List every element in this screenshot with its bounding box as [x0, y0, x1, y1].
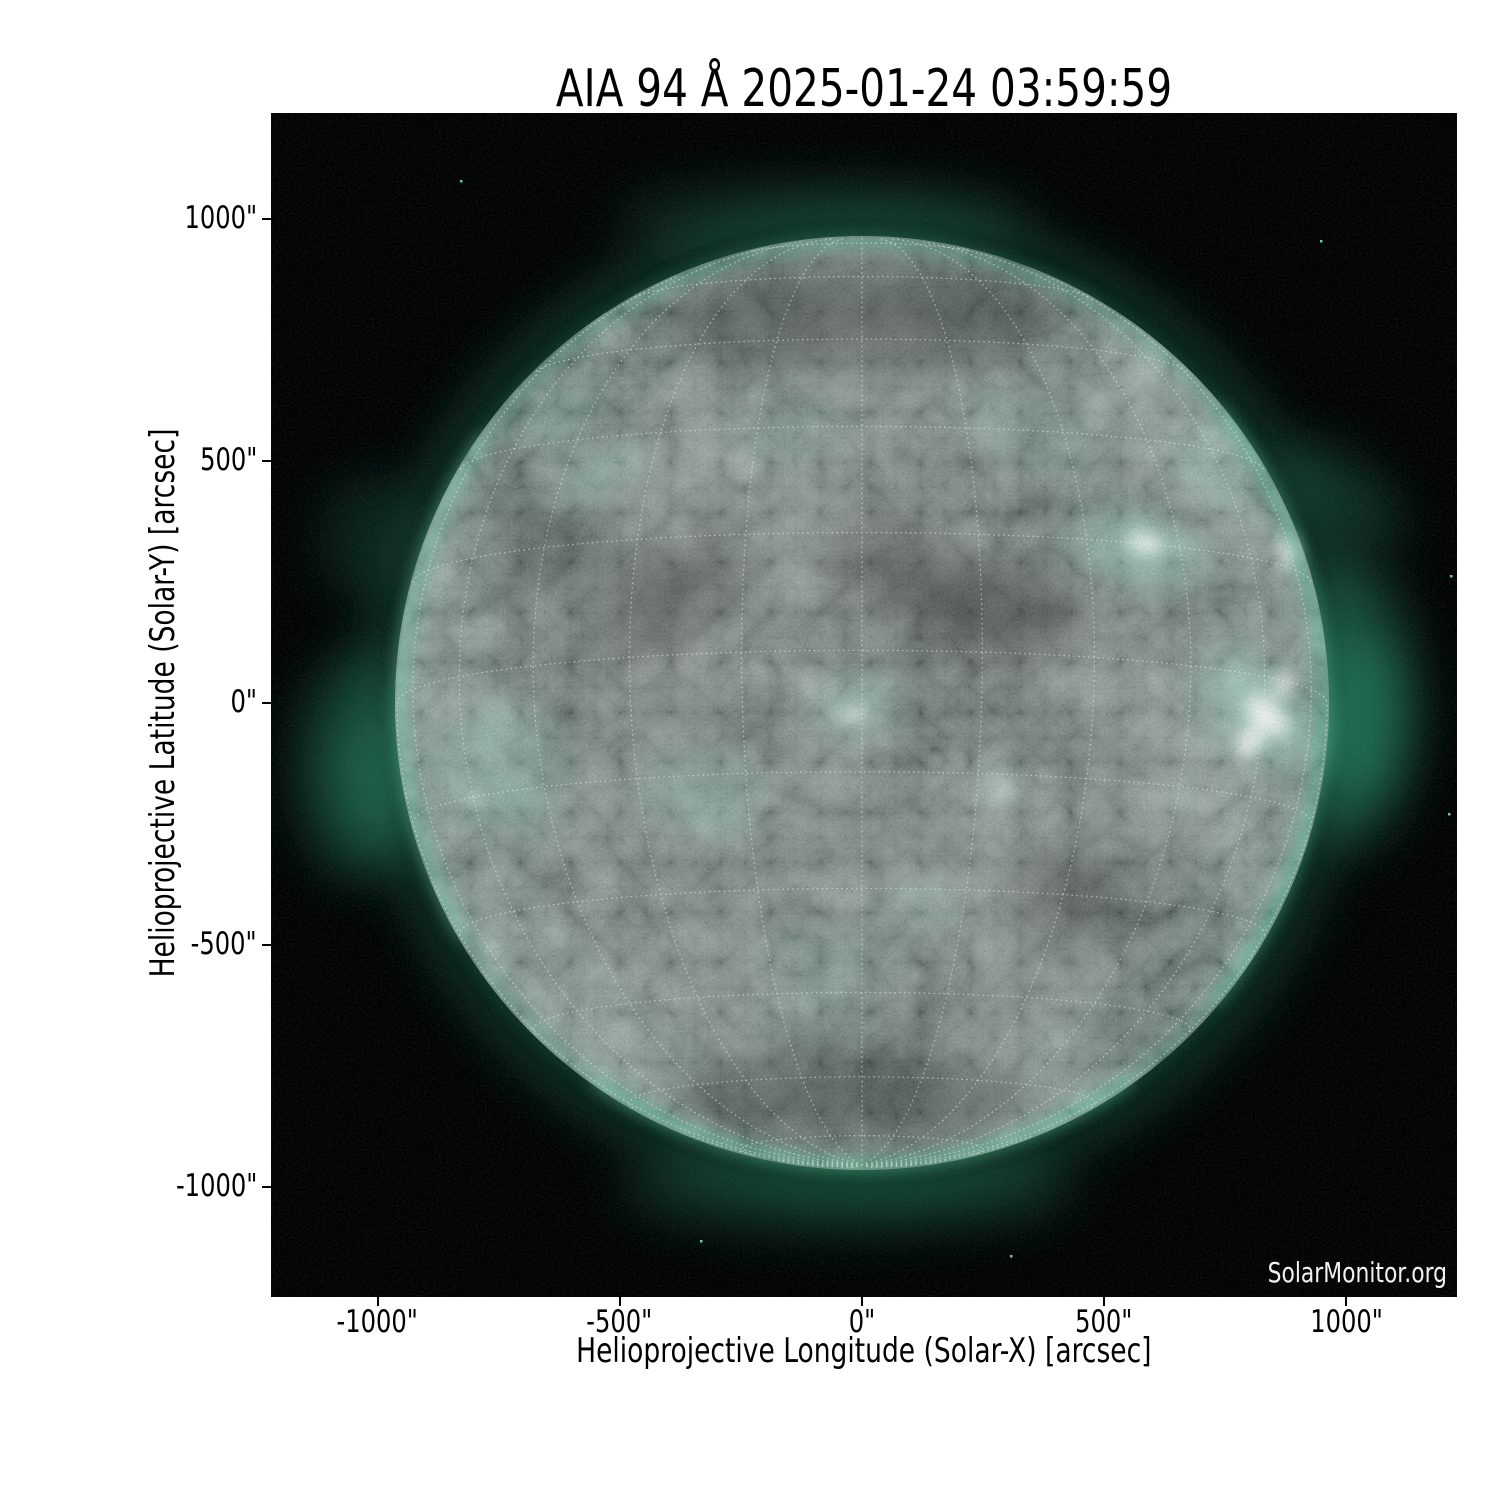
y-tick-label: 1000"	[97, 199, 257, 236]
figure-title-text: AIA 94 Å 2025-01-24 03:59:59	[555, 59, 1173, 119]
y-tick-mark	[262, 217, 271, 220]
x-axis-label: Helioprojective Longitude (Solar-X) [arc…	[271, 1331, 1457, 1371]
figure-title: AIA 94 Å 2025-01-24 03:59:59	[271, 62, 1457, 117]
corona-glow	[295, 179, 1417, 1234]
watermark: SolarMonitor.org	[1217, 1256, 1447, 1289]
y-tick-mark	[262, 944, 271, 947]
x-axis-label-text: Helioprojective Longitude (Solar-X) [arc…	[576, 1331, 1152, 1371]
y-tick-label-text: -1000"	[175, 1168, 257, 1205]
y-tick-label: 0"	[97, 687, 257, 718]
y-tick-mark	[262, 459, 271, 462]
x-tick-mark	[376, 1297, 379, 1306]
x-tick-label: 0"	[782, 1307, 942, 1338]
x-tick-mark	[1345, 1297, 1348, 1306]
x-tick-label: -500"	[540, 1307, 700, 1338]
x-tick-label-text: -500"	[586, 1304, 653, 1340]
x-tick-label-text: 1000"	[1310, 1304, 1383, 1340]
y-tick-label-text: 500"	[199, 441, 257, 478]
x-tick-mark	[618, 1297, 621, 1306]
disk-grain	[394, 235, 1330, 1171]
y-tick-label: 500"	[97, 441, 257, 478]
heliographic-grid	[396, 237, 1328, 1169]
noise-specks	[460, 180, 1453, 1258]
y-tick-label-text: 1000"	[184, 199, 257, 236]
watermark-text: SolarMonitor.org	[1267, 1256, 1447, 1289]
x-tick-mark	[1103, 1297, 1106, 1306]
x-tick-label: 1000"	[1266, 1307, 1426, 1338]
solar-image	[271, 113, 1457, 1297]
x-tick-label-text: 500"	[1075, 1304, 1133, 1340]
x-tick-label-text: -1000"	[336, 1304, 419, 1340]
x-tick-label: 500"	[1024, 1307, 1184, 1338]
y-tick-label-text: 0"	[230, 684, 257, 720]
y-tick-label-text: -500"	[190, 926, 257, 963]
x-tick-label-text: 0"	[848, 1304, 876, 1340]
y-tick-label: -500"	[97, 929, 257, 960]
y-tick-mark	[262, 1186, 271, 1189]
y-tick-label: -1000"	[97, 1171, 257, 1202]
x-tick-label: -1000"	[298, 1307, 458, 1338]
plot-area: SolarMonitor.org	[271, 113, 1457, 1297]
y-tick-mark	[262, 702, 271, 704]
x-tick-mark	[861, 1297, 863, 1306]
